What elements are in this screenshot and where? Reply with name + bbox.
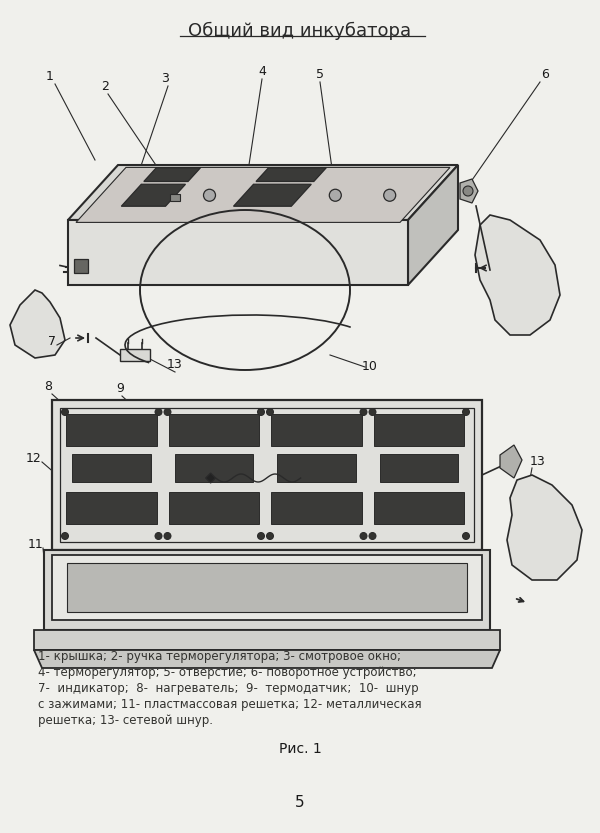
Text: 5: 5	[295, 795, 305, 810]
Bar	[72, 454, 151, 482]
Polygon shape	[500, 445, 522, 478]
Circle shape	[463, 186, 473, 196]
Polygon shape	[460, 179, 478, 203]
Text: Общий вид инкубатора: Общий вид инкубатора	[188, 22, 412, 40]
Bar	[67, 563, 467, 612]
Text: 7-  индикатор;  8-  нагреватель;  9-  термодатчик;  10-  шнур: 7- индикатор; 8- нагреватель; 9- термода…	[38, 682, 419, 695]
Bar	[373, 492, 464, 524]
Text: Рис. 1: Рис. 1	[278, 742, 322, 756]
Text: с зажимами; 11- пластмассовая решетка; 12- металлическая: с зажимами; 11- пластмассовая решетка; 1…	[38, 698, 422, 711]
Text: решетка; 13- сетевой шнур.: решетка; 13- сетевой шнур.	[38, 714, 213, 727]
Bar	[277, 454, 355, 482]
Bar	[271, 492, 361, 524]
Text: 8: 8	[44, 380, 52, 393]
Polygon shape	[256, 167, 326, 182]
Polygon shape	[507, 475, 582, 580]
Circle shape	[360, 408, 367, 416]
Circle shape	[257, 408, 265, 416]
Polygon shape	[170, 194, 180, 201]
Circle shape	[257, 532, 265, 540]
Text: 3: 3	[161, 72, 169, 85]
Text: 11: 11	[28, 538, 44, 551]
Text: 13: 13	[530, 455, 546, 468]
Circle shape	[360, 532, 367, 540]
Text: 7: 7	[48, 335, 56, 348]
Text: 12: 12	[26, 452, 42, 465]
Polygon shape	[68, 165, 458, 220]
Bar	[44, 550, 490, 630]
Text: 4- терморегулятор; 5- отверстие; 6- поворотное устройство;: 4- терморегулятор; 5- отверстие; 6- пово…	[38, 666, 416, 679]
Bar	[74, 259, 88, 273]
Text: 4: 4	[258, 65, 266, 78]
Polygon shape	[408, 165, 458, 285]
Text: 5: 5	[316, 68, 324, 81]
Bar	[175, 454, 253, 482]
Circle shape	[62, 408, 68, 416]
Polygon shape	[76, 167, 450, 222]
Circle shape	[369, 532, 376, 540]
Polygon shape	[10, 290, 65, 358]
Bar	[52, 555, 482, 620]
Bar	[169, 414, 259, 446]
Text: 9: 9	[116, 382, 124, 395]
Polygon shape	[121, 184, 185, 207]
Circle shape	[329, 189, 341, 202]
Bar	[66, 414, 157, 446]
Polygon shape	[233, 184, 311, 207]
Circle shape	[369, 408, 376, 416]
Circle shape	[266, 408, 274, 416]
Text: 6: 6	[541, 68, 549, 81]
Bar	[169, 492, 259, 524]
Bar	[373, 414, 464, 446]
Circle shape	[463, 408, 470, 416]
Circle shape	[155, 408, 162, 416]
Bar	[60, 408, 474, 542]
Bar	[380, 454, 458, 482]
Bar	[34, 630, 500, 650]
Circle shape	[155, 532, 162, 540]
Text: 1- крышка; 2- ручка терморегулятора; 3- смотровое окно;: 1- крышка; 2- ручка терморегулятора; 3- …	[38, 650, 401, 663]
Circle shape	[164, 532, 171, 540]
Text: 2: 2	[101, 80, 109, 93]
Circle shape	[384, 189, 396, 202]
Circle shape	[203, 189, 215, 202]
Polygon shape	[34, 650, 500, 668]
Bar	[66, 492, 157, 524]
Circle shape	[266, 532, 274, 540]
Text: 1: 1	[46, 70, 54, 83]
Text: 13: 13	[167, 358, 183, 371]
Polygon shape	[68, 220, 408, 285]
Polygon shape	[144, 167, 200, 182]
Circle shape	[62, 532, 68, 540]
Circle shape	[463, 532, 470, 540]
Text: 10: 10	[362, 360, 378, 373]
Bar	[271, 414, 361, 446]
Circle shape	[164, 408, 171, 416]
Polygon shape	[206, 473, 215, 483]
Bar	[120, 349, 150, 361]
Polygon shape	[475, 215, 560, 335]
Bar	[52, 400, 482, 550]
